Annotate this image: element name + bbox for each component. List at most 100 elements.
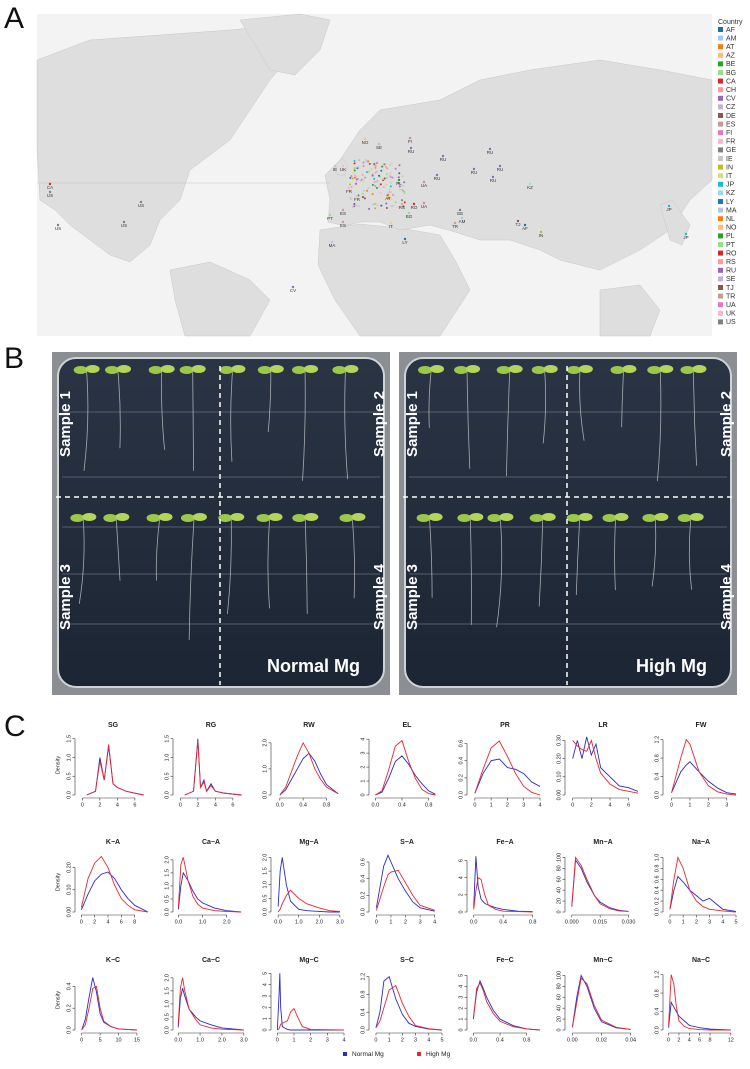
density-line xyxy=(474,758,541,794)
legend-swatch xyxy=(718,78,723,84)
y-tick-label: 20 xyxy=(556,1016,562,1022)
map-label: PL xyxy=(396,181,402,186)
y-tick-label: 0 xyxy=(458,910,464,913)
y-tick-label: 0.6 xyxy=(458,740,464,748)
root xyxy=(651,519,657,587)
accession-dot xyxy=(403,191,406,194)
y-tick-label: 0.0 xyxy=(458,791,464,799)
accession-dot xyxy=(355,203,358,206)
accession-dot xyxy=(397,206,400,209)
root xyxy=(575,519,581,596)
leaf xyxy=(430,365,445,373)
legend-label: DE xyxy=(726,113,736,120)
accession-dot xyxy=(383,163,386,166)
y-tick-label: 0.6 xyxy=(360,858,366,866)
accession-dot xyxy=(407,211,411,215)
x-tick-label: 4 xyxy=(116,802,119,808)
y-tick-label: 0.0 xyxy=(164,908,170,916)
accession-dot xyxy=(368,162,371,165)
density-line xyxy=(80,871,149,913)
map-label: ES xyxy=(340,211,346,216)
legend-label: RO xyxy=(726,250,737,257)
accession-dot xyxy=(365,171,368,174)
root xyxy=(542,371,547,444)
legend-swatch xyxy=(718,224,723,230)
y-tick-label: 0.6 xyxy=(654,875,660,883)
panel-label: C xyxy=(4,710,26,743)
y-tick-label: 0.20 xyxy=(66,862,72,873)
leaf xyxy=(457,514,472,522)
y-tick-label: 0.0 xyxy=(66,1026,72,1034)
x-tick-label: 1.0 xyxy=(196,1037,204,1043)
accession-dot xyxy=(358,159,361,162)
root xyxy=(161,371,165,450)
accession-dot xyxy=(362,181,365,184)
accession-dot xyxy=(349,189,352,192)
y-tick-label: 2 xyxy=(360,766,366,769)
y-tick-label: 2 xyxy=(458,893,464,896)
leaf xyxy=(428,513,443,521)
x-tick-label: 12 xyxy=(728,1037,734,1043)
legend-swatch xyxy=(718,95,723,101)
x-tick-label: 2 xyxy=(196,802,199,808)
y-tick-label: 5 xyxy=(458,974,464,977)
density-line xyxy=(671,738,737,796)
root xyxy=(267,371,272,433)
accession-dot xyxy=(48,182,52,186)
x-tick-label: 3 xyxy=(725,802,728,808)
x-tick-label: 0 xyxy=(374,1037,377,1043)
leaf xyxy=(82,513,97,521)
accession-dot xyxy=(353,176,356,179)
density-line xyxy=(473,856,533,913)
leaf xyxy=(614,513,629,521)
y-tick-label: 1.0 xyxy=(262,881,268,889)
y-tick-label: 1.5 xyxy=(164,869,170,877)
root xyxy=(656,371,662,482)
chart-title: Fe−A xyxy=(496,839,513,846)
accession-dot xyxy=(391,176,394,179)
legend-label: PL xyxy=(726,233,735,240)
accession-dot xyxy=(401,184,404,187)
legend-swatch xyxy=(718,216,723,222)
x-tick-label: 4 xyxy=(214,802,217,808)
legend-swatch xyxy=(417,1052,421,1056)
accession-dot xyxy=(333,164,337,168)
x-tick-label: 4 xyxy=(106,919,109,925)
panel-label: B xyxy=(4,342,24,375)
leaf xyxy=(160,365,175,373)
legend-swatch xyxy=(718,52,723,58)
accession-dot xyxy=(385,162,388,165)
density-line xyxy=(571,856,629,912)
map-label: UA xyxy=(421,183,427,188)
accession-dot xyxy=(364,159,367,162)
leaf xyxy=(339,514,354,522)
y-axis-label: Density xyxy=(55,756,61,775)
map-label: UK xyxy=(340,167,346,172)
land xyxy=(324,59,713,271)
accession-dot xyxy=(371,174,374,177)
y-tick-label: 0.00 xyxy=(66,907,72,918)
x-tick-label: 3 xyxy=(414,1037,417,1043)
accession-dot xyxy=(341,164,345,168)
x-tick-label: 0.4 xyxy=(499,919,507,925)
legend-swatch xyxy=(718,138,723,144)
accession-dot xyxy=(367,186,370,189)
y-tick-label: 40 xyxy=(556,1005,562,1011)
legend-swatch xyxy=(718,250,723,256)
x-tick-label: 8 xyxy=(133,919,136,925)
leaf xyxy=(268,513,283,521)
sample-label: Sample 3 xyxy=(404,564,421,630)
y-tick-label: 0.2 xyxy=(360,892,366,900)
x-tick-label: 0.030 xyxy=(622,919,636,925)
accession-dot xyxy=(341,208,345,212)
accession-dot xyxy=(371,183,374,186)
accession-dot xyxy=(409,146,413,150)
chart-title: Ca−A xyxy=(202,839,220,846)
leaf xyxy=(231,365,246,373)
accession-dot xyxy=(374,184,377,187)
y-tick-label: 1.5 xyxy=(262,867,268,875)
accession-dot xyxy=(403,237,407,241)
accession-dot xyxy=(359,179,362,182)
accession-dot xyxy=(374,165,377,168)
accession-dot xyxy=(376,204,379,207)
